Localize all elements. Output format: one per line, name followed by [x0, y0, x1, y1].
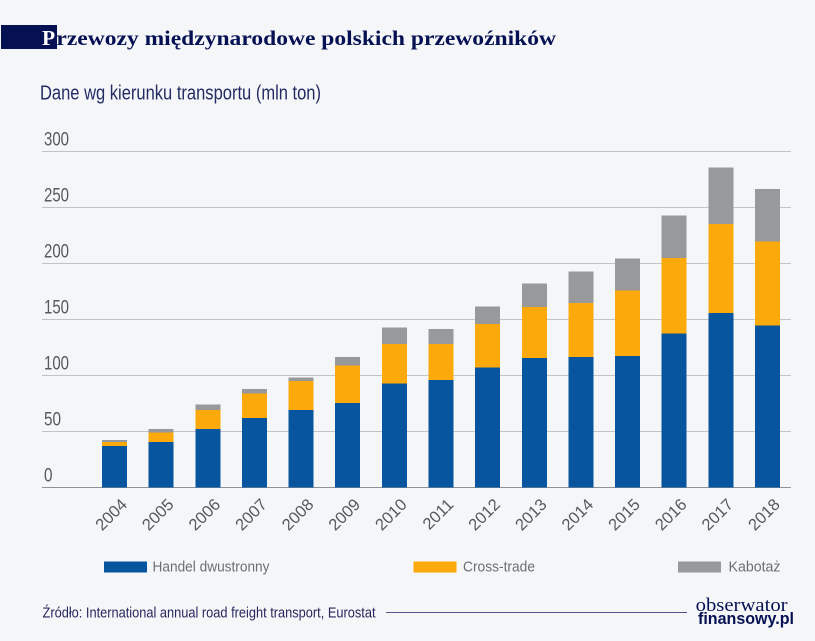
svg-text:100: 100	[44, 354, 69, 375]
svg-text:Cross-trade: Cross-trade	[463, 559, 535, 576]
svg-text:150: 150	[44, 298, 69, 319]
svg-text:Przewozy międzynarodowe polski: Przewozy międzynarodowe polskich przewoź…	[42, 26, 557, 50]
svg-text:250: 250	[44, 186, 69, 207]
svg-text:Handel dwustronny: Handel dwustronny	[153, 559, 270, 576]
svg-text:Źródło: International annual r: Źródło: International annual road freigh…	[43, 605, 377, 622]
svg-text:200: 200	[44, 242, 69, 263]
svg-text:Kabotaż: Kabotaż	[729, 559, 781, 576]
svg-text:P: P	[42, 26, 55, 50]
svg-text:obserwator: obserwator	[696, 596, 788, 616]
svg-text:0: 0	[44, 466, 53, 487]
svg-text:finansowy.pl: finansowy.pl	[698, 609, 794, 628]
svg-text:Dane wg kierunku transportu (m: Dane wg kierunku transportu (mln ton)	[40, 83, 321, 105]
svg-text:50: 50	[44, 410, 61, 431]
svg-text:300: 300	[44, 130, 69, 151]
